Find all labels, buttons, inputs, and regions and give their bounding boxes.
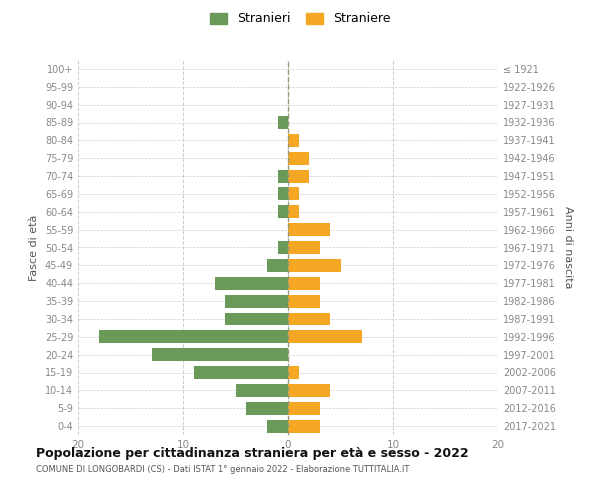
Bar [225,312,288,326]
Bar [267,259,288,272]
Bar [277,188,288,200]
Y-axis label: Fasce di età: Fasce di età [29,214,39,280]
Bar [288,152,309,164]
Bar [288,223,330,236]
Y-axis label: Anni di nascita: Anni di nascita [563,206,572,289]
Bar [277,116,288,129]
Bar [267,420,288,432]
Bar [288,277,320,289]
Bar [288,366,299,379]
Bar [277,241,288,254]
Bar [288,134,299,147]
Bar [246,402,288,414]
Bar [288,330,361,343]
Bar [193,366,288,379]
Bar [288,294,320,308]
Legend: Stranieri, Straniere: Stranieri, Straniere [206,8,394,29]
Bar [288,420,320,432]
Bar [99,330,288,343]
Bar [225,294,288,308]
Bar [288,259,341,272]
Bar [277,206,288,218]
Bar [277,170,288,182]
Text: Popolazione per cittadinanza straniera per età e sesso - 2022: Popolazione per cittadinanza straniera p… [36,448,469,460]
Bar [151,348,288,361]
Bar [215,277,288,289]
Bar [288,312,330,326]
Bar [288,188,299,200]
Bar [288,402,320,414]
Bar [288,206,299,218]
Bar [235,384,288,397]
Bar [288,384,330,397]
Text: COMUNE DI LONGOBARDI (CS) - Dati ISTAT 1° gennaio 2022 - Elaborazione TUTTITALIA: COMUNE DI LONGOBARDI (CS) - Dati ISTAT 1… [36,466,409,474]
Bar [288,241,320,254]
Bar [288,170,309,182]
